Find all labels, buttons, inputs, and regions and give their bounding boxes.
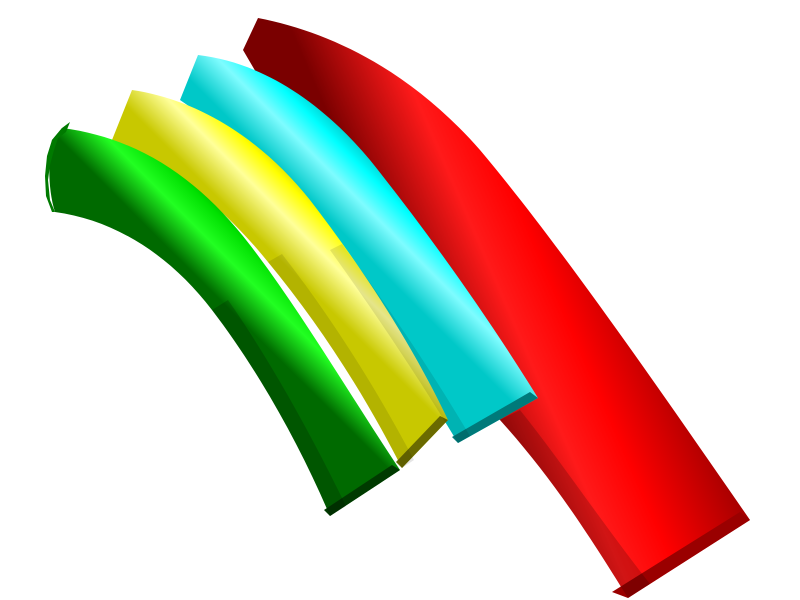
yellow-tube — [112, 90, 448, 468]
green-tube — [45, 122, 401, 516]
cyan-tube — [180, 55, 538, 443]
red-tube-shadow — [500, 410, 650, 598]
cyan-tube-shadow — [330, 244, 470, 443]
cyan-tube-end-cap — [452, 392, 538, 443]
green-tube-shadow — [212, 300, 346, 516]
yellow-tube-body — [112, 90, 448, 468]
yellow-tube-shadow — [268, 254, 414, 468]
yellow-tube-end-cap — [396, 416, 448, 468]
green-tube-body — [49, 128, 401, 516]
green-tube-end-cap — [324, 465, 400, 516]
red-tube-end-cap — [612, 512, 750, 598]
green-tube-rough-end — [45, 122, 70, 212]
cyan-tube-body — [180, 55, 538, 443]
